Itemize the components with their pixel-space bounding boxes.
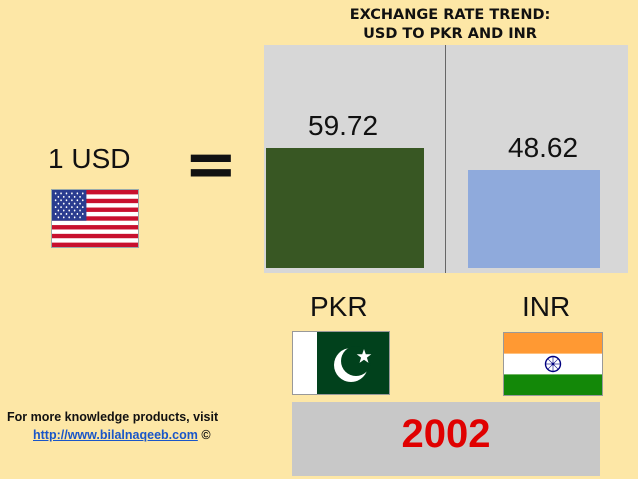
category-label-pkr: PKR (310, 291, 368, 322)
year-label: 2002 (401, 412, 491, 456)
chart-title: EXCHANGE RATE TREND: USD TO PKR AND INR (300, 6, 600, 44)
us-flag-icon (51, 189, 139, 248)
category-label-inr: INR (522, 291, 571, 322)
usd-label: 1 USD (48, 143, 131, 174)
india-flag-icon (503, 332, 603, 396)
copyright-symbol: © (201, 428, 211, 442)
bar-pkr (266, 148, 424, 268)
bar-value-label-pkr: 59.72 (308, 110, 379, 141)
website-link[interactable]: http://www.bilalnaqeeb.com (33, 428, 198, 442)
footer-line1: For more knowledge products, visit (7, 410, 219, 424)
bar-inr (468, 170, 600, 268)
year-box (292, 402, 600, 476)
bar-value-label-inr: 48.62 (508, 132, 579, 164)
plot-divider (445, 45, 446, 273)
equals-sign: = (184, 128, 238, 202)
chart-title-line2: USD TO PKR AND INR (363, 26, 537, 42)
chart-title-line1: EXCHANGE RATE TREND: (349, 7, 551, 23)
pakistan-flag-icon (292, 331, 390, 395)
footer-line2: http://www.bilalnaqeeb.com © (7, 426, 267, 444)
footer-note: For more knowledge products, visit http:… (7, 408, 267, 444)
